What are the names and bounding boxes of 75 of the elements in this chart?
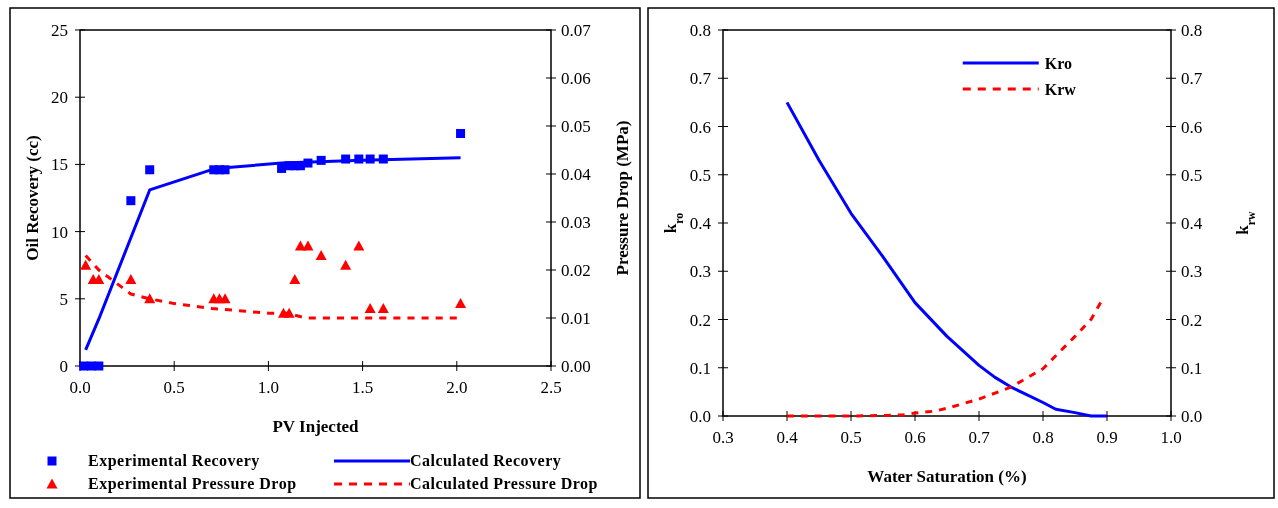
- point: [283, 307, 295, 318]
- point: [302, 240, 314, 251]
- y-tick-label: 10: [51, 222, 68, 242]
- x-tick-label: 0.4: [776, 428, 799, 447]
- x-tick-label: 0.5: [840, 428, 862, 447]
- x-tick-label: 2.5: [540, 378, 562, 397]
- legend-label: Calculated Pressure Drop: [410, 475, 598, 493]
- y2-tick-label: 0.4: [1181, 214, 1203, 233]
- y2-tick-label: 0.06: [561, 69, 591, 88]
- y-tick-label: 5: [59, 289, 68, 309]
- y2-tick-label: 0.05: [561, 117, 591, 136]
- legend-label: Experimental Recovery: [88, 452, 260, 470]
- y-tick-label: 0: [59, 357, 68, 376]
- point: [94, 361, 104, 371]
- y2-axis-title: Pressure Drop (MPa): [613, 120, 632, 276]
- y2-tick-label: 0.7: [1181, 69, 1203, 89]
- x-tick-label: 0.5: [163, 378, 185, 397]
- legend-label: Krw: [1044, 81, 1077, 98]
- y2-tick-label: 0.07: [561, 21, 592, 40]
- y-tick-label: 0.8: [689, 21, 711, 40]
- x-tick-label: 0.9: [1096, 428, 1118, 447]
- x-tick-label: 1.5: [351, 378, 374, 397]
- point: [125, 274, 137, 285]
- y-tick-label: 15: [51, 155, 68, 175]
- point: [80, 259, 92, 270]
- y2-tick-label: 0.03: [561, 213, 591, 232]
- y2-tick-label: 0.01: [561, 309, 591, 328]
- point: [145, 165, 155, 175]
- x-tick-label: 0.3: [712, 428, 734, 447]
- line-series: [785, 301, 1103, 418]
- y2-tick-label: 0.0: [1181, 407, 1203, 426]
- point: [377, 302, 389, 313]
- y-tick-label: 0.7: [689, 69, 712, 89]
- y2-tick-label: 0.1: [1181, 358, 1203, 378]
- line-series: [84, 254, 459, 320]
- y2-tick-label: 0.3: [1181, 262, 1203, 282]
- x-axis-title: PV Injected: [272, 417, 360, 436]
- y-tick-label: 25: [51, 21, 68, 40]
- point: [455, 298, 467, 309]
- line-series: [84, 156, 463, 352]
- line-series: [785, 100, 1109, 418]
- point: [340, 259, 352, 270]
- y-tick-label: 20: [51, 88, 68, 108]
- y2-tick-label: 0.02: [561, 261, 591, 280]
- point: [364, 302, 376, 313]
- y2-tick-label: 0.6: [1181, 117, 1203, 137]
- y2-tick-label: 0.5: [1181, 165, 1203, 185]
- y-tick-label: 0.0: [689, 407, 711, 426]
- x-tick-label: 0.6: [904, 428, 926, 447]
- x-tick-label: 1.0: [257, 378, 280, 397]
- y-axis-title: Oil Recovery (cc): [23, 135, 42, 261]
- point: [126, 196, 136, 206]
- point: [456, 128, 466, 138]
- x-tick-label: 2.0: [446, 378, 468, 397]
- y2-tick-label: 0.8: [1181, 21, 1203, 40]
- y-tick-label: 0.3: [689, 262, 711, 282]
- point: [315, 250, 327, 261]
- legend-label: Experimental Pressure Drop: [88, 475, 297, 493]
- x-tick-label: 0.7: [968, 428, 991, 447]
- y-tick-label: 0.4: [689, 214, 712, 233]
- y-tick-label: 0.2: [689, 310, 711, 330]
- point: [353, 240, 365, 251]
- y-tick-label: 0.5: [689, 165, 711, 185]
- y2-tick-label: 0.04: [561, 165, 592, 184]
- legend-label: Kro: [1044, 55, 1073, 72]
- y2-tick-label: 0.2: [1181, 310, 1203, 330]
- y-tick-label: 0.1: [689, 358, 711, 378]
- point: [289, 274, 301, 285]
- y2-tick-label: 0.00: [561, 357, 591, 376]
- x-tick-label: 0.8: [1032, 428, 1054, 447]
- x-axis-title: Water Saturation (%): [867, 467, 1027, 486]
- legend-label: Calculated Recovery: [410, 452, 562, 470]
- x-tick-label: 1.0: [1160, 428, 1182, 447]
- point: [219, 293, 231, 304]
- y-tick-label: 0.6: [689, 117, 711, 137]
